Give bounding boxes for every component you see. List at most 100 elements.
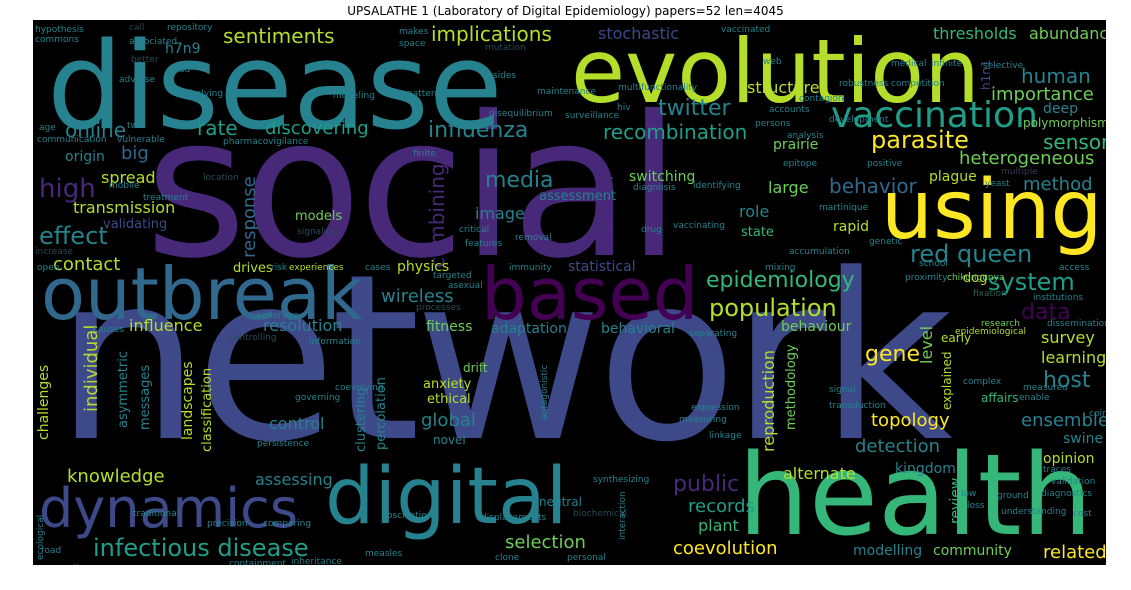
word-critical: critical — [459, 225, 490, 235]
word-abundance: abundance — [1029, 24, 1106, 43]
word-thresholds: thresholds — [933, 24, 1017, 43]
word-separating: separating — [689, 329, 738, 339]
word-robustness: robustness — [839, 79, 889, 89]
word-genetic: genetic — [869, 237, 903, 247]
word-increase: increase — [35, 247, 73, 257]
word-vaccinating: vaccinating — [673, 221, 725, 231]
word-high: high — [39, 174, 96, 204]
word-development: development — [829, 115, 889, 125]
word-related: related — [1043, 542, 1106, 563]
word-rate: rate — [197, 116, 238, 140]
word-persistence: persistence — [257, 439, 310, 449]
word-antagonistic: antagonistic — [540, 364, 550, 420]
word-information: information — [309, 337, 361, 347]
word-complex: complex — [963, 377, 1002, 387]
word-drift: drift — [463, 361, 488, 375]
word-assessment: assessment — [539, 189, 617, 204]
word-coevolving: coevolving — [335, 383, 384, 393]
word-understanding: understanding — [1001, 507, 1067, 517]
word-inheritance: inheritance — [291, 557, 342, 566]
word-network: network — [55, 226, 953, 493]
word-removal: removal — [515, 233, 552, 243]
word-transduction: transduction — [829, 401, 886, 411]
word-sensor: sensor — [1043, 130, 1106, 154]
word-medical: medical — [891, 59, 927, 69]
word-call: call — [129, 23, 145, 33]
word-reproduction: reproduction — [759, 350, 778, 452]
word-validation: validation — [1051, 477, 1096, 487]
word-parasite: parasite — [871, 126, 969, 154]
word-contact: contact — [53, 254, 121, 275]
word-role: role — [739, 202, 770, 221]
word-state: state — [741, 225, 774, 240]
word-host: host — [1043, 368, 1091, 393]
word-processes: processes — [416, 303, 461, 313]
word-recombination: recombination — [603, 120, 748, 144]
word-research: research — [981, 319, 1020, 329]
word-vulnerable: vulnerable — [117, 135, 165, 145]
word-accumulation: accumulation — [789, 247, 850, 257]
word-associated: associated — [129, 37, 178, 47]
word-martinique: martinique — [819, 203, 869, 213]
word-red-queen: red queen — [910, 240, 1033, 268]
word-maintenance: maintenance — [537, 87, 596, 97]
word-public: public — [673, 472, 740, 497]
word-finite: finite — [413, 149, 436, 159]
word-mutation: mutation — [485, 43, 526, 53]
word-yeast: yeast — [985, 179, 1010, 189]
word-ground: ground — [997, 491, 1029, 501]
word-online: online — [65, 118, 127, 142]
word-early: early — [941, 331, 972, 345]
word-implications: implications — [431, 22, 552, 46]
word-influenza: influenza — [428, 118, 529, 143]
word-importance: importance — [991, 84, 1094, 105]
word-anxiety: anxiety — [423, 377, 472, 392]
word-oscillations: oscillations — [387, 511, 438, 521]
word-traditional: traditional — [133, 509, 180, 519]
word-discovering: discovering — [265, 118, 369, 139]
word-sexual: sexual — [594, 174, 619, 246]
word-combining: combining — [425, 163, 449, 268]
word-knowledge: knowledge — [67, 466, 165, 487]
word-topology: topology — [871, 410, 950, 431]
word-heterogeneous: heterogeneous — [959, 148, 1095, 169]
word-data: data — [1021, 300, 1071, 325]
word-mobile: mobile — [109, 181, 140, 191]
word-messages: messages — [138, 364, 153, 430]
word-switching: switching — [629, 169, 696, 185]
word-detection: detection — [855, 436, 941, 457]
word-proximity: proximity — [905, 273, 948, 283]
word-better: better — [131, 55, 159, 65]
word-biochemical: biochemical — [573, 509, 628, 519]
word-drives: drives — [233, 261, 273, 276]
word-response: response — [239, 176, 260, 258]
word-underlying: underlying — [175, 89, 224, 99]
word-explained: explained — [940, 351, 954, 410]
word-plague: plague — [929, 169, 977, 185]
word-stochastic: stochastic — [598, 24, 679, 43]
word-community: community — [933, 543, 1012, 559]
word-infinite: infinite — [931, 59, 963, 69]
word-modelling: modelling — [853, 543, 923, 559]
word-vaccination: vaccination — [831, 95, 1038, 136]
word-open: open — [37, 263, 60, 273]
word-level: level — [917, 325, 936, 364]
word-evolution: evolution — [571, 20, 980, 123]
word-neutral: neutral — [539, 495, 582, 509]
word-records: records — [688, 496, 755, 517]
word-ethical: ethical — [427, 392, 471, 407]
word-opinion: opinion — [1043, 451, 1095, 467]
word-statistical: statistical — [568, 259, 636, 275]
word-individual: individual — [81, 324, 102, 412]
word-space: space — [399, 39, 426, 49]
word-signal: signal — [829, 385, 856, 395]
word-institutions: institutions — [1033, 293, 1084, 303]
word-causes: causes — [93, 325, 125, 335]
word-multiple: multiple — [1001, 167, 1038, 177]
word-behavioral: behavioral — [601, 321, 675, 337]
word-persons: persons — [755, 119, 791, 129]
word-vaccinated: vaccinated — [721, 25, 771, 35]
word-comparing: comparing — [263, 519, 312, 529]
word-image: image — [475, 204, 525, 223]
word-location: location — [203, 173, 239, 183]
